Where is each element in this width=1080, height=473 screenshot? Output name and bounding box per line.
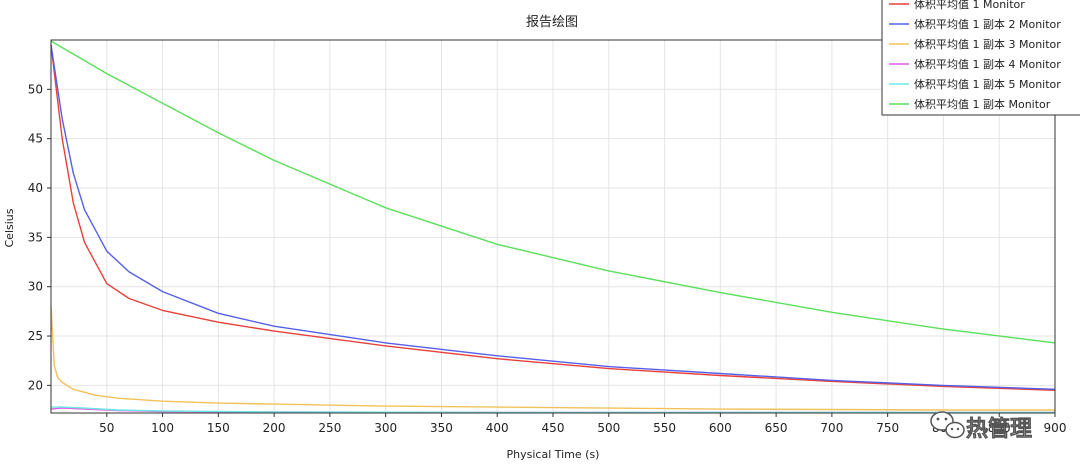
x-tick-label: 500: [597, 421, 620, 435]
legend-label: 体积平均值 1 Monitor: [914, 0, 1025, 11]
x-axis-title: Physical Time (s): [507, 448, 600, 461]
watermark: 热管理: [930, 411, 1032, 442]
x-tick-label: 650: [765, 421, 788, 435]
y-tick-label: 35: [28, 230, 43, 244]
x-tick-label: 200: [263, 421, 286, 435]
y-tick-label: 20: [28, 378, 43, 392]
x-tick-label: 50: [99, 421, 114, 435]
y-tick-label: 30: [28, 280, 43, 294]
legend-label: 体积平均值 1 副本 5 Monitor: [914, 77, 1061, 91]
chart-title: 报告绘图: [526, 15, 578, 30]
legend-label: 体积平均值 1 副本 2 Monitor: [914, 17, 1061, 31]
series-layer: [50, 40, 1056, 414]
legend-label: 体积平均值 1 副本 4 Monitor: [914, 57, 1061, 71]
series-line-1: [50, 44, 1056, 391]
x-tick-label: 400: [486, 421, 509, 435]
y-tick-label: 45: [28, 132, 43, 146]
x-tick-label: 350: [430, 421, 453, 435]
y-tick-label: 50: [28, 82, 43, 96]
x-tick-label: 700: [820, 421, 843, 435]
x-tick-label: 300: [374, 421, 397, 435]
legend-label: 体积平均值 1 副本 3 Monitor: [914, 37, 1061, 51]
legend: 体积平均值 1 Monitor 体积平均值 1 副本 2 Monitor 体积平均值…: [881, 0, 1080, 116]
legend-box: [881, 0, 1080, 116]
y-axis-title: Celsius: [3, 208, 16, 247]
legend-label: 体积平均值 1 副本 Monitor: [914, 97, 1051, 111]
y-tick-label: 25: [28, 329, 43, 343]
x-tick-label: 850: [988, 421, 1011, 435]
watermark-text: 热管理: [966, 416, 1032, 442]
x-tick-label: 600: [709, 421, 732, 435]
series-line-6: [50, 40, 1056, 344]
series-line-2: [50, 44, 1056, 390]
x-tick-label: 250: [318, 421, 341, 435]
x-tick-label: 550: [653, 421, 676, 435]
y-tick-label: 40: [28, 181, 43, 195]
x-tick-label: 750: [876, 421, 899, 435]
x-tick-label: 450: [542, 421, 565, 435]
x-tick-label: 100: [151, 421, 174, 435]
x-tick-label: 150: [207, 421, 230, 435]
y-axis: 20 25 30 35 40 45 50: [28, 82, 51, 392]
grid-lines: [51, 40, 1056, 413]
series-line-3: [50, 306, 1055, 411]
x-tick-label: 900: [1044, 421, 1067, 435]
wechat-icon: [930, 411, 965, 439]
